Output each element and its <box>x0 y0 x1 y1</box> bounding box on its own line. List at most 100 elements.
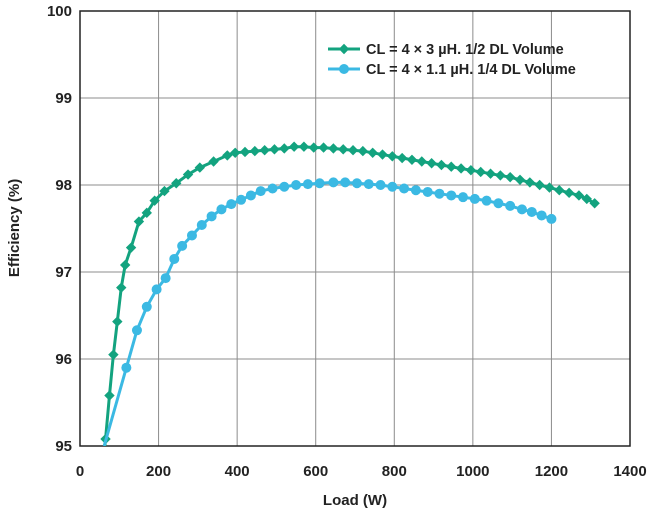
diamond-marker <box>116 282 127 293</box>
diamond-marker <box>554 185 565 196</box>
plot-frame <box>79 10 631 447</box>
diamond-marker <box>524 177 536 188</box>
diamond-marker <box>455 163 467 174</box>
circle-marker <box>206 211 217 222</box>
circle-marker <box>399 183 410 194</box>
circle-marker <box>481 195 492 206</box>
legend-item: CL = 4 × 3 µH. 1/2 DL Volume <box>328 42 564 58</box>
y-tick-label: 98 <box>55 177 72 194</box>
x-tick-label: 1200 <box>535 463 568 480</box>
y-tick-label: 96 <box>55 351 72 368</box>
circle-marker <box>186 230 197 241</box>
y-tick-label: 99 <box>55 90 72 107</box>
diamond-marker <box>436 159 447 171</box>
circle-marker <box>169 253 180 264</box>
circle-marker <box>434 188 445 199</box>
circle-marker <box>340 177 351 188</box>
diamond-marker <box>159 185 170 197</box>
diamond-marker <box>108 349 119 360</box>
circle-marker <box>387 181 398 192</box>
diamond-marker <box>328 143 339 154</box>
circle-marker <box>536 210 547 221</box>
series-line <box>102 180 552 446</box>
circle-marker <box>505 200 516 211</box>
diamond-marker <box>269 144 280 155</box>
x-axis-title: Load (W) <box>323 492 387 509</box>
diamond-marker <box>563 187 575 199</box>
diamond-marker <box>581 193 592 205</box>
diamond-marker <box>119 259 131 271</box>
diamond-marker <box>495 170 506 181</box>
y-tick-label: 95 <box>55 438 72 455</box>
diamond-marker <box>589 198 600 209</box>
diamond-marker <box>141 207 152 219</box>
circle-marker <box>493 198 504 209</box>
diamond-marker <box>229 147 241 159</box>
y-tick-label: 100 <box>47 3 72 20</box>
diamond-marker <box>182 169 194 180</box>
circle-marker <box>546 213 557 224</box>
diamond-marker <box>318 142 329 153</box>
x-tick-label: 200 <box>146 463 171 480</box>
circle-marker <box>267 183 278 194</box>
circle-marker <box>255 186 266 197</box>
legend-diamond-marker <box>338 43 350 55</box>
circle-marker <box>177 240 188 251</box>
diamond-marker <box>288 141 300 152</box>
circle-marker <box>422 186 433 197</box>
circle-marker <box>226 199 237 210</box>
x-tick-label: 800 <box>382 463 407 480</box>
x-tick-label: 1400 <box>613 463 646 480</box>
circle-marker <box>302 179 313 190</box>
circle-marker <box>446 190 457 201</box>
circle-marker <box>245 190 256 201</box>
circle-marker <box>216 204 227 215</box>
diamond-marker <box>367 147 378 159</box>
diamond-marker <box>544 182 555 193</box>
diamond-marker <box>222 150 233 161</box>
circle-marker <box>328 177 339 188</box>
circle-marker <box>196 220 207 231</box>
diamond-marker <box>426 158 437 169</box>
diamond-marker <box>534 179 545 191</box>
circle-marker <box>160 273 171 284</box>
diamond-marker <box>171 178 182 189</box>
legend-label: CL = 4 × 1.1 µH. 1/4 DL Volume <box>366 62 576 78</box>
x-tick-label: 0 <box>76 463 84 480</box>
diamond-marker <box>112 316 123 327</box>
series-1 <box>100 141 600 446</box>
circle-marker <box>363 179 374 190</box>
circle-marker <box>375 180 386 190</box>
y-axis-title: Efficiency (%) <box>6 179 23 277</box>
diamond-marker <box>125 242 137 253</box>
diamond-marker <box>446 161 457 172</box>
diamond-marker <box>298 141 310 152</box>
diamond-marker <box>514 174 526 185</box>
circle-marker <box>351 178 362 189</box>
circle-marker <box>410 185 421 196</box>
diamond-marker <box>259 145 270 156</box>
diamond-marker <box>104 390 115 401</box>
series-2 <box>102 177 557 446</box>
x-tick-label: 400 <box>225 463 250 480</box>
diamond-marker <box>194 162 206 173</box>
diamond-marker <box>208 156 219 167</box>
diamond-marker <box>504 171 516 183</box>
circle-marker <box>314 178 325 189</box>
circle-marker <box>469 193 480 204</box>
circle-marker <box>516 204 527 215</box>
circle-marker <box>279 181 290 192</box>
diamond-marker <box>347 145 359 156</box>
tick-labels: 0 200 400 600 800 1000 1200 1400 95 96 97 98 99 100 <box>47 3 647 480</box>
diamond-marker <box>249 145 261 157</box>
diamond-marker <box>239 146 251 158</box>
legend-item: CL = 4 × 1.1 µH. 1/4 DL Volume <box>328 62 576 78</box>
diamond-marker <box>377 149 388 160</box>
circle-marker <box>131 325 142 336</box>
diamond-marker <box>485 168 496 179</box>
circle-marker <box>291 180 302 190</box>
circle-marker <box>141 301 152 312</box>
circle-marker <box>236 194 247 205</box>
diamond-marker <box>573 190 585 201</box>
